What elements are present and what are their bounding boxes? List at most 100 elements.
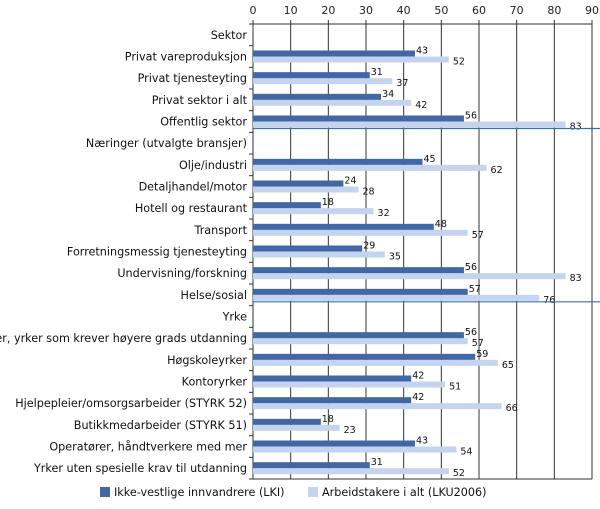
x-tick-label: 50: [434, 4, 448, 17]
category-label: Privat tjenesteyting: [138, 72, 247, 85]
data-label-innvandrere: 42: [412, 392, 424, 403]
category-label: Helse/sosial: [181, 289, 247, 302]
bar-innvandrere: [253, 375, 412, 382]
data-label-innvandrere: 43: [416, 436, 428, 447]
bar-arbeidstakere: [253, 294, 540, 301]
data-label-innvandrere: 43: [416, 46, 428, 57]
data-label-innvandrere: 18: [322, 414, 334, 425]
bar-innvandrere: [253, 202, 321, 209]
bar-innvandrere: [253, 115, 464, 122]
data-label-arbeidstakere: 52: [453, 57, 465, 68]
bar-arbeidstakere: [253, 468, 449, 475]
category-label: Kontoryrker: [182, 376, 248, 389]
bar-innvandrere: [253, 158, 423, 165]
bar-arbeidstakere: [253, 381, 446, 388]
category-label: Hotell og restaurant: [135, 202, 248, 215]
data-label-arbeidstakere: 65: [502, 360, 514, 371]
category-label: Sektor: [211, 29, 248, 42]
category-label: Forretningsmessig tjenesteyting: [67, 246, 247, 259]
x-tick-label: 30: [359, 4, 373, 17]
data-label-arbeidstakere: 32: [378, 208, 390, 219]
bar-innvandrere: [253, 418, 321, 425]
bar-arbeidstakere: [253, 446, 457, 453]
bar-innvandrere: [253, 288, 468, 295]
bar-innvandrere: [253, 50, 415, 57]
bar-arbeidstakere: [253, 121, 566, 128]
data-label-innvandrere: 56: [465, 111, 477, 122]
x-tick-label: 90: [585, 4, 599, 17]
bar-arbeidstakere: [253, 229, 468, 236]
legend-swatch: [100, 487, 110, 497]
data-label-innvandrere: 24: [344, 176, 356, 187]
data-label-arbeidstakere: 23: [344, 425, 356, 436]
bar-innvandrere: [253, 180, 344, 187]
data-label-arbeidstakere: 76: [543, 295, 555, 306]
bar-innvandrere: [253, 72, 370, 79]
data-label-innvandrere: 56: [465, 327, 477, 338]
data-label-arbeidstakere: 57: [472, 230, 484, 241]
data-label-arbeidstakere: 37: [396, 78, 408, 89]
data-label-innvandrere: 45: [424, 154, 436, 165]
bar-arbeidstakere: [253, 56, 449, 63]
bar-arbeidstakere: [253, 273, 566, 280]
bar-arbeidstakere: [253, 186, 359, 193]
data-label-innvandrere: 48: [435, 219, 447, 230]
x-tick-label: 20: [321, 4, 335, 17]
category-label: Yrke: [222, 311, 248, 324]
bar-arbeidstakere: [253, 359, 498, 366]
bar-innvandrere: [253, 397, 412, 404]
x-tick-label: 40: [397, 4, 411, 17]
bar-arbeidstakere: [253, 251, 385, 258]
bar-arbeidstakere: [253, 78, 393, 85]
bar-innvandrere: [253, 462, 370, 469]
category-label: Undervisning/forskning: [117, 267, 247, 280]
category-label: Privat sektor i alt: [152, 94, 248, 107]
category-label: Leder, yrker som krever høyere grads utd…: [0, 332, 247, 345]
data-label-innvandrere: 56: [465, 262, 477, 273]
category-label: Transport: [194, 224, 248, 237]
data-label-arbeidstakere: 35: [389, 252, 401, 263]
bar-arbeidstakere: [253, 99, 412, 106]
category-label: Olje/industri: [179, 159, 247, 172]
data-label-innvandrere: 57: [469, 284, 481, 295]
data-label-innvandrere: 31: [371, 67, 383, 78]
category-label: Butikkmedarbeider (STYRK 51): [74, 419, 247, 432]
data-label-arbeidstakere: 28: [362, 187, 374, 198]
category-label: Offentlig sektor: [160, 116, 247, 129]
data-label-innvandrere: 42: [412, 371, 424, 382]
data-label-arbeidstakere: 83: [570, 273, 582, 284]
data-label-innvandrere: 31: [371, 457, 383, 468]
data-label-arbeidstakere: 83: [570, 122, 582, 133]
x-tick-label: 0: [250, 4, 257, 17]
data-label-innvandrere: 18: [322, 197, 334, 208]
legend-label: Arbeidstakere i alt (LKU2006): [322, 486, 487, 499]
bar-innvandrere: [253, 223, 434, 230]
data-label-arbeidstakere: 42: [415, 100, 427, 111]
data-label-arbeidstakere: 51: [449, 382, 461, 393]
bar-arbeidstakere: [253, 403, 502, 410]
x-tick-label: 60: [472, 4, 486, 17]
legend-swatch: [308, 487, 318, 497]
category-label: Yrker uten spesielle krav til utdanning: [33, 462, 247, 475]
category-label: Høgskoleyrker: [167, 354, 247, 367]
bar-arbeidstakere: [253, 164, 487, 171]
bar-innvandrere: [253, 332, 464, 339]
category-label: Hjelpepleier/omsorgsarbeider (STYRK 52): [15, 397, 247, 410]
data-label-innvandrere: 59: [476, 349, 488, 360]
data-label-innvandrere: 29: [363, 241, 375, 252]
bar-arbeidstakere: [253, 208, 374, 215]
x-tick-label: 70: [510, 4, 524, 17]
data-label-arbeidstakere: 62: [491, 165, 503, 176]
category-label: Næringer (utvalgte bransjer): [86, 137, 247, 150]
bar-arbeidstakere: [253, 424, 340, 431]
data-label-arbeidstakere: 54: [460, 447, 472, 458]
bar-arbeidstakere: [253, 338, 468, 345]
legend-label: Ikke-vestlige innvandrere (LKI): [114, 486, 285, 499]
data-label-arbeidstakere: 66: [506, 403, 518, 414]
category-label: Privat vareproduksjon: [125, 51, 247, 64]
bar-innvandrere: [253, 93, 382, 100]
data-label-innvandrere: 34: [382, 89, 394, 100]
bar-innvandrere: [253, 267, 464, 274]
